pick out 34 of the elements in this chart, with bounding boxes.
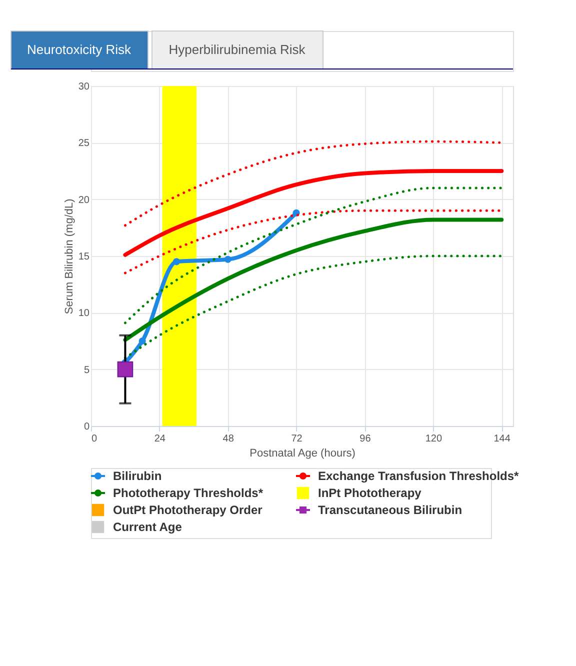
line-series [124,209,503,274]
x-tick-label: 120 [425,434,442,444]
x-axis-title: Postnatal Age (hours) [250,448,356,460]
line-series [124,140,503,227]
point [224,256,232,263]
legend-label: OutPt Phototherapy Order [113,503,263,517]
point [117,361,134,378]
legend-label: Current Age [113,520,182,534]
y-tick-label: 25 [78,138,90,150]
x-tick-label: 96 [360,434,372,444]
point [138,337,146,345]
y-tick-label: 30 [78,82,90,92]
text: Neurotoxicity Risk [26,42,132,57]
line-series [123,218,504,342]
x-tick-label: 24 [154,434,166,444]
y-tick-label: 15 [78,252,90,262]
point [173,258,180,266]
y-tick-label: 0 [84,422,90,432]
legend-label: Bilirubin [113,469,162,483]
y-axis-title: Serum Bilirubin (mg/dL) [63,198,76,314]
legend-label: Exchange Transfusion Thresholds* [318,469,520,483]
legend-label: InPt Phototherapy [318,486,422,500]
legend-label: Phototherapy Thresholds* [113,486,264,500]
line-series [124,186,503,324]
x-tick-label: 48 [222,434,234,444]
line-series [123,169,504,257]
x-tick-label: 0 [92,434,98,444]
legend-label: Transcutaneous Bilirubin [318,503,462,517]
x-tick-label: 144 [494,434,511,444]
x-tick-label: 72 [291,434,303,444]
text: Hyperbilirubinemia Risk [168,42,306,57]
y-tick-label: 5 [84,364,90,376]
y-tick-label: 10 [78,308,90,320]
y-tick-label: 20 [78,194,90,206]
